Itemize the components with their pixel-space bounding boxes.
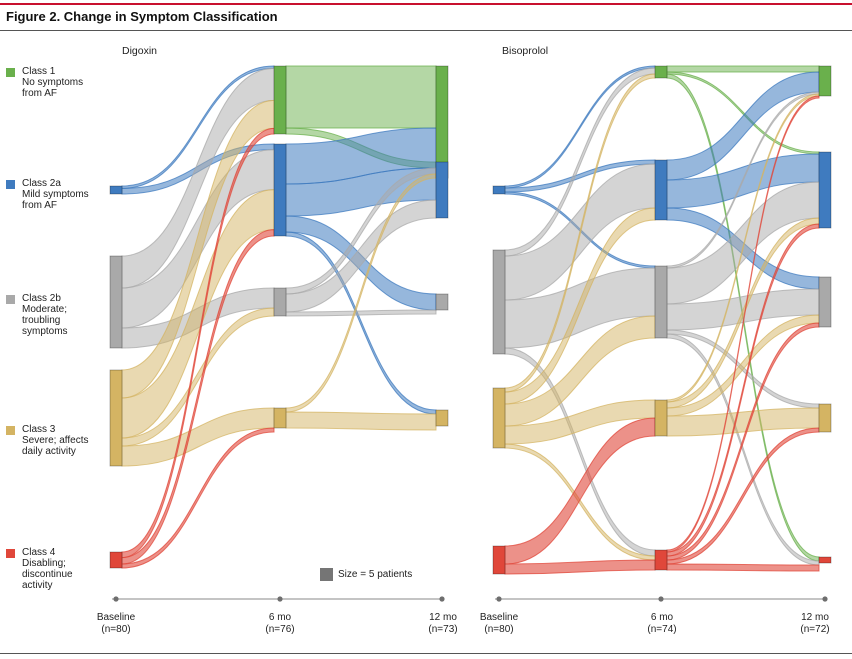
- stage-dot-0-1: [277, 596, 283, 602]
- flow-1-1-class4-to-class4: [666, 563, 820, 572]
- legend-name-class4: Class 4: [22, 547, 56, 558]
- flow-0-1-class1-to-class1: [285, 65, 437, 129]
- bottom-rule: [0, 653, 852, 654]
- legend-label-class2a: Class 2a Mild symptoms from AF: [22, 178, 89, 211]
- legend-label-class3: Class 3 Severe; affects daily activity: [22, 424, 89, 457]
- legend-name-class2b: Class 2b: [22, 293, 61, 304]
- node-1-1-class1: [654, 65, 668, 79]
- flow-0-1-class3-to-class3: [285, 411, 437, 431]
- digoxin-stage-label-6mo: 6 mo (n=76): [245, 612, 315, 636]
- bisoprolol-stage-name-2: 12 mo: [801, 612, 829, 623]
- flow-1-1-class4-to-class2b: [666, 322, 820, 561]
- node-1-0-class2a: [492, 185, 506, 195]
- legend-desc-class2b: Moderate; troubling symptoms: [22, 304, 68, 337]
- node-0-0-class3: [109, 369, 123, 467]
- digoxin-stage-n-0: (n=80): [101, 624, 131, 635]
- node-1-2-class3: [818, 403, 832, 433]
- node-1-0-class2b: [492, 249, 506, 355]
- node-1-0-class3: [492, 387, 506, 449]
- top-accent-rule: [0, 3, 852, 5]
- legend-label-class2b: Class 2b Moderate; troubling symptoms: [22, 293, 68, 337]
- digoxin-stage-n-2: (n=73): [428, 624, 458, 635]
- node-1-2-class4: [818, 556, 832, 564]
- legend-name-class3: Class 3: [22, 424, 56, 435]
- stage-dot-1-1: [658, 596, 664, 602]
- node-0-1-class2a: [273, 143, 287, 237]
- node-0-2-class3: [435, 409, 449, 427]
- node-0-2-class2a: [435, 161, 449, 219]
- node-1-2-class1: [818, 65, 832, 97]
- digoxin-stage-name-0: Baseline: [96, 612, 136, 623]
- title-rule: [0, 30, 852, 31]
- digoxin-stage-name-2: 12 mo: [429, 612, 457, 623]
- figure-title: Figure 2. Change in Symptom Classificati…: [6, 9, 278, 24]
- legend-name-class1: Class 1: [22, 66, 56, 77]
- size-key-swatch: [320, 568, 333, 581]
- size-key-label: Size = 5 patients: [338, 569, 413, 580]
- legend-swatch-class2a: [6, 180, 15, 189]
- bisoprolol-stage-label-baseline: Baseline (n=80): [464, 612, 534, 636]
- node-0-0-class2b: [109, 255, 123, 349]
- node-0-1-class2b: [273, 287, 287, 317]
- legend-desc-class1: No symptoms from AF: [22, 77, 84, 99]
- flow-1-1-class3-to-class1: [666, 93, 820, 403]
- panel-title-bisoprolol: Bisoprolol: [502, 45, 549, 57]
- node-0-2-class1: [435, 65, 449, 179]
- legend-swatch-class1: [6, 68, 15, 77]
- legend-desc-class4: Disabling; discontinue activity: [22, 558, 73, 591]
- panel-title-digoxin: Digoxin: [122, 45, 158, 57]
- stage-dot-1-0: [496, 596, 502, 602]
- digoxin-stage-label-baseline: Baseline (n=80): [81, 612, 151, 636]
- legend-swatch-class2b: [6, 295, 15, 304]
- flow-1-1-class1-to-class1: [666, 65, 820, 73]
- bisoprolol-stage-name-1: 6 mo: [650, 612, 674, 623]
- flow-1-1-class4-to-class1: [666, 95, 820, 553]
- node-1-0-class4: [492, 545, 506, 575]
- node-1-1-class3: [654, 399, 668, 437]
- legend-label-class1: Class 1 No symptoms from AF: [22, 66, 83, 99]
- legend-label-class4: Class 4 Disabling; discontinue activity: [22, 547, 73, 591]
- bisoprolol-stage-n-2: (n=72): [800, 624, 830, 635]
- legend-swatch-class4: [6, 549, 15, 558]
- node-1-1-class2b: [654, 265, 668, 339]
- node-1-2-class2a: [818, 151, 832, 229]
- bisoprolol-stage-label-6mo: 6 mo (n=74): [627, 612, 697, 636]
- node-0-2-class2b: [435, 293, 449, 311]
- node-0-0-class4: [109, 551, 123, 569]
- legend-desc-class2a: Mild symptoms from AF: [22, 189, 89, 211]
- node-0-0-class2a: [109, 185, 123, 195]
- stage-dot-0-0: [113, 596, 119, 602]
- flow-1-0-class4-to-class4: [504, 559, 656, 575]
- legend-name-class2a: Class 2a: [22, 178, 61, 189]
- flow-0-1-class2b-to-class2b: [285, 309, 437, 317]
- digoxin-stage-n-1: (n=76): [265, 624, 295, 635]
- bisoprolol-stage-name-0: Baseline: [479, 612, 519, 623]
- bisoprolol-stage-label-12mo: 12 mo (n=72): [780, 612, 850, 636]
- bisoprolol-stage-n-0: (n=80): [484, 624, 514, 635]
- node-1-1-class2a: [654, 159, 668, 221]
- node-0-1-class3: [273, 407, 287, 429]
- stage-dot-0-2: [439, 596, 445, 602]
- node-1-1-class4: [654, 549, 668, 571]
- legend-desc-class3: Severe; affects daily activity: [22, 435, 89, 457]
- digoxin-stage-label-12mo: 12 mo (n=73): [408, 612, 478, 636]
- flow-0-0-class4-to-class3: [121, 427, 275, 569]
- stage-dot-1-2: [822, 596, 828, 602]
- digoxin-stage-name-1: 6 mo: [268, 612, 292, 623]
- bisoprolol-stage-n-1: (n=74): [647, 624, 677, 635]
- legend-swatch-class3: [6, 426, 15, 435]
- node-0-1-class1: [273, 65, 287, 135]
- node-1-2-class2b: [818, 276, 832, 328]
